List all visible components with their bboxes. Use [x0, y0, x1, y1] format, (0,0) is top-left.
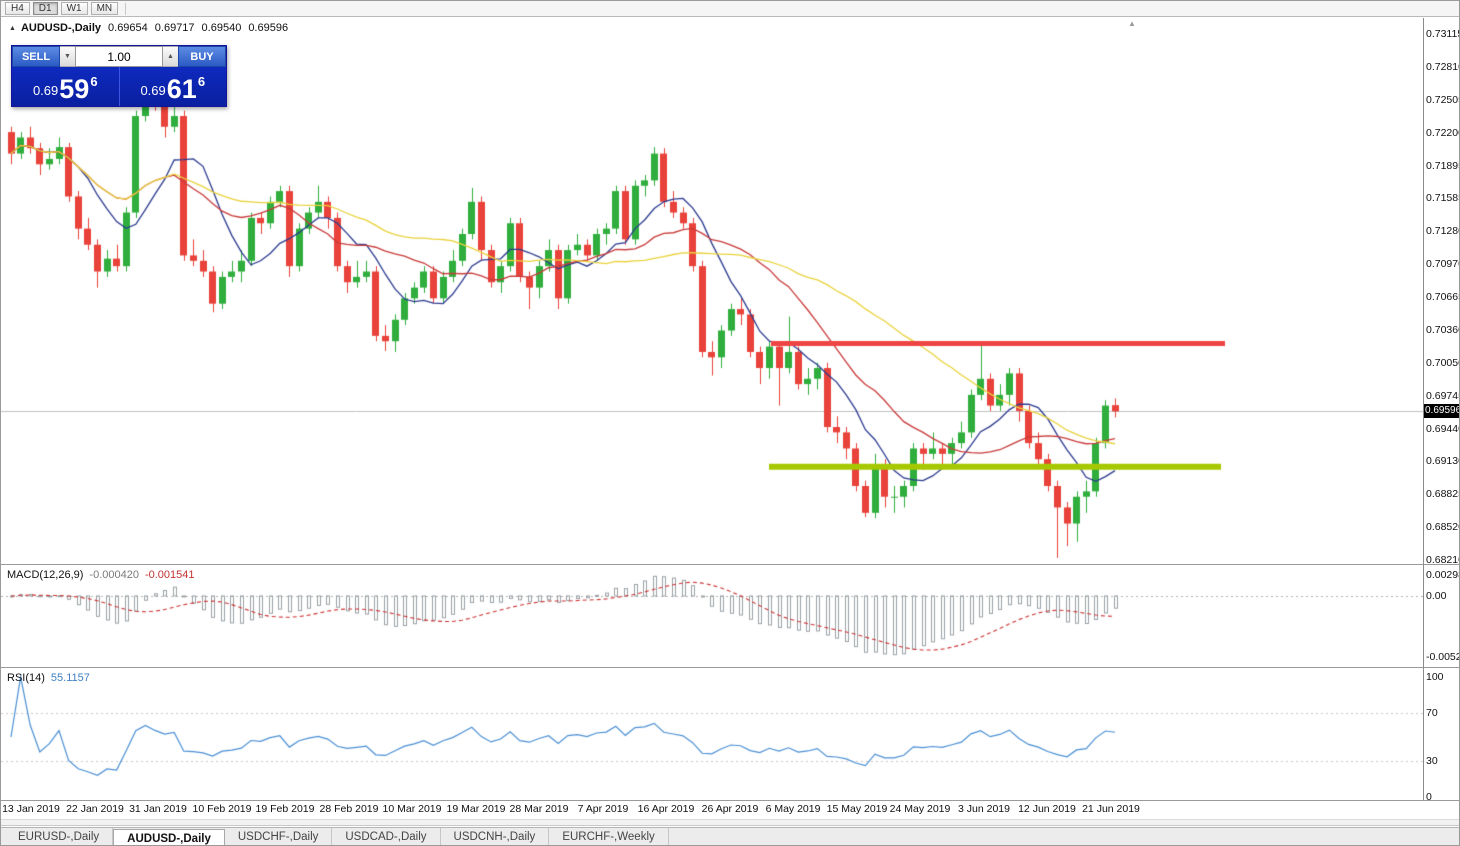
price-axis-separator: [1423, 18, 1424, 800]
volume-decrease-button[interactable]: ▼: [60, 46, 75, 67]
macd-main-value: -0.000420: [89, 569, 139, 581]
panel-separator[interactable]: [1, 667, 1459, 668]
date-axis-label: 19 Mar 2019: [446, 803, 506, 815]
date-axis-label: 10 Feb 2019: [192, 803, 252, 815]
chart-tab-usdcad[interactable]: USDCAD-,Daily: [332, 828, 441, 845]
sell-price-pipette: 6: [90, 74, 98, 89]
rsi-axis-label: 0: [1426, 791, 1432, 803]
price-axis-label: 0.68825: [1426, 488, 1459, 500]
buy-button[interactable]: BUY: [178, 46, 226, 67]
volume-increase-button[interactable]: ▲: [163, 46, 178, 67]
timeframe-d1-button[interactable]: D1: [32, 2, 58, 15]
date-axis-label: 26 Apr 2019: [701, 803, 759, 815]
ohlc-close: 0.69596: [248, 22, 289, 34]
sell-price-pips: 59: [59, 74, 90, 104]
ohlc-open: 0.69654: [108, 22, 148, 34]
chart-tab-eurusd[interactable]: EURUSD-,Daily: [5, 828, 114, 845]
date-axis-label: 3 Jun 2019: [958, 803, 1010, 815]
horizontal-scrollbar[interactable]: [1, 819, 1459, 826]
date-axis-label: 12 Jun 2019: [1018, 803, 1076, 815]
sell-price-prefix: 0.69: [32, 83, 59, 98]
symbol-label: AUDUSD-,Daily: [20, 22, 102, 34]
timeframe-w1-button[interactable]: W1: [60, 2, 88, 15]
price-axis-label: 0.71895: [1426, 160, 1459, 172]
volume-input[interactable]: [75, 46, 163, 67]
buy-price-pips: 61: [166, 74, 197, 104]
date-axis-label: 22 Jan 2019: [66, 803, 124, 815]
rsi-indicator-canvas[interactable]: [1, 669, 1423, 797]
macd-indicator-canvas[interactable]: [1, 566, 1423, 665]
sell-button[interactable]: SELL: [12, 46, 60, 67]
chart-tab-audusd[interactable]: AUDUSD-,Daily: [113, 829, 225, 845]
date-axis-label: 24 May 2019: [889, 803, 951, 815]
date-axis-label: 28 Feb 2019: [319, 803, 379, 815]
price-chart-canvas[interactable]: [1, 18, 1423, 564]
date-axis-label: 13 Jan 2019: [2, 803, 60, 815]
toolbar-divider: [125, 2, 127, 15]
macd-axis-label: 0.00: [1426, 590, 1447, 602]
ohlc-low: 0.69540: [201, 22, 242, 34]
macd-label: MACD(12,26,9) -0.000420 -0.001541: [7, 569, 195, 581]
ohlc-high: 0.69717: [154, 22, 195, 34]
buy-price-prefix: 0.69: [140, 83, 166, 98]
one-click-trading-panel: SELL ▼ ▲ BUY 0.69 59 6 0.69 61 6: [11, 45, 227, 107]
current-price-tag: 0.69596: [1424, 404, 1460, 418]
price-axis-label: 0.73115: [1426, 28, 1460, 40]
date-axis-label: 10 Mar 2019: [382, 803, 442, 815]
timeframe-mn-button[interactable]: MN: [90, 2, 119, 15]
chart-tab-eurchf[interactable]: EURCHF-,Weekly: [549, 828, 669, 845]
date-axis-label: 19 Feb 2019: [255, 803, 315, 815]
one-click-controls-row: SELL ▼ ▲ BUY: [12, 46, 226, 67]
sell-price-display[interactable]: 0.69 59 6: [12, 67, 120, 106]
timeframe-toolbar: H4 D1 W1 MN: [1, 1, 1459, 17]
rsi-value: 55.1157: [50, 672, 90, 684]
price-axis-label: 0.72505: [1426, 94, 1459, 106]
subwindow-collapse-icon[interactable]: ▲: [1128, 19, 1136, 28]
price-axis-label: 0.69745: [1426, 390, 1459, 402]
chart-tab-usdcnh[interactable]: USDCNH-,Daily: [441, 828, 550, 845]
buy-price-display[interactable]: 0.69 61 6: [120, 67, 227, 106]
rsi-axis-label: 70: [1426, 707, 1438, 719]
macd-axis-label: 0.002984: [1426, 569, 1459, 581]
rsi-title: RSI(14): [7, 672, 45, 684]
chart-tab-usdchf[interactable]: USDCHF-,Daily: [225, 828, 333, 845]
date-axis-label: 15 May 2019: [826, 803, 888, 815]
panel-separator[interactable]: [1, 564, 1459, 565]
buy-price-pipette: 6: [197, 74, 206, 89]
date-axis-label: 6 May 2019: [765, 803, 821, 815]
date-axis-label: 7 Apr 2019: [577, 803, 629, 815]
date-axis-label: 28 Mar 2019: [509, 803, 569, 815]
price-axis-label: 0.71585: [1426, 192, 1459, 204]
chart-symbol-header: ▲ AUDUSD-,Daily 0.69654 0.69717 0.69540 …: [9, 22, 288, 34]
one-click-quotes-row: 0.69 59 6 0.69 61 6: [12, 67, 226, 106]
macd-axis-label: -0.005256: [1426, 651, 1459, 663]
date-axis-label: 31 Jan 2019: [129, 803, 187, 815]
macd-title: MACD(12,26,9): [7, 569, 84, 581]
rsi-axis-label: 30: [1426, 755, 1438, 767]
oneclick-toggle-icon[interactable]: ▲: [9, 24, 16, 32]
macd-signal-value: -0.001541: [144, 569, 195, 581]
price-axis-label: 0.70665: [1426, 291, 1459, 303]
date-axis-label: 21 Jun 2019: [1082, 803, 1140, 815]
rsi-label: RSI(14) 55.1157: [7, 672, 90, 684]
time-axis[interactable]: 13 Jan 2019 22 Jan 2019 31 Jan 2019 10 Feb …: [1, 801, 1423, 818]
chart-tabs-bar: EURUSD-,Daily AUDUSD-,Daily USDCHF-,Daily U…: [1, 827, 1459, 845]
panel-separator: [1, 800, 1459, 801]
date-axis-label: 16 Apr 2019: [637, 803, 695, 815]
rsi-axis-label: 100: [1426, 671, 1444, 683]
timeframe-h4-button[interactable]: H4: [5, 2, 30, 15]
